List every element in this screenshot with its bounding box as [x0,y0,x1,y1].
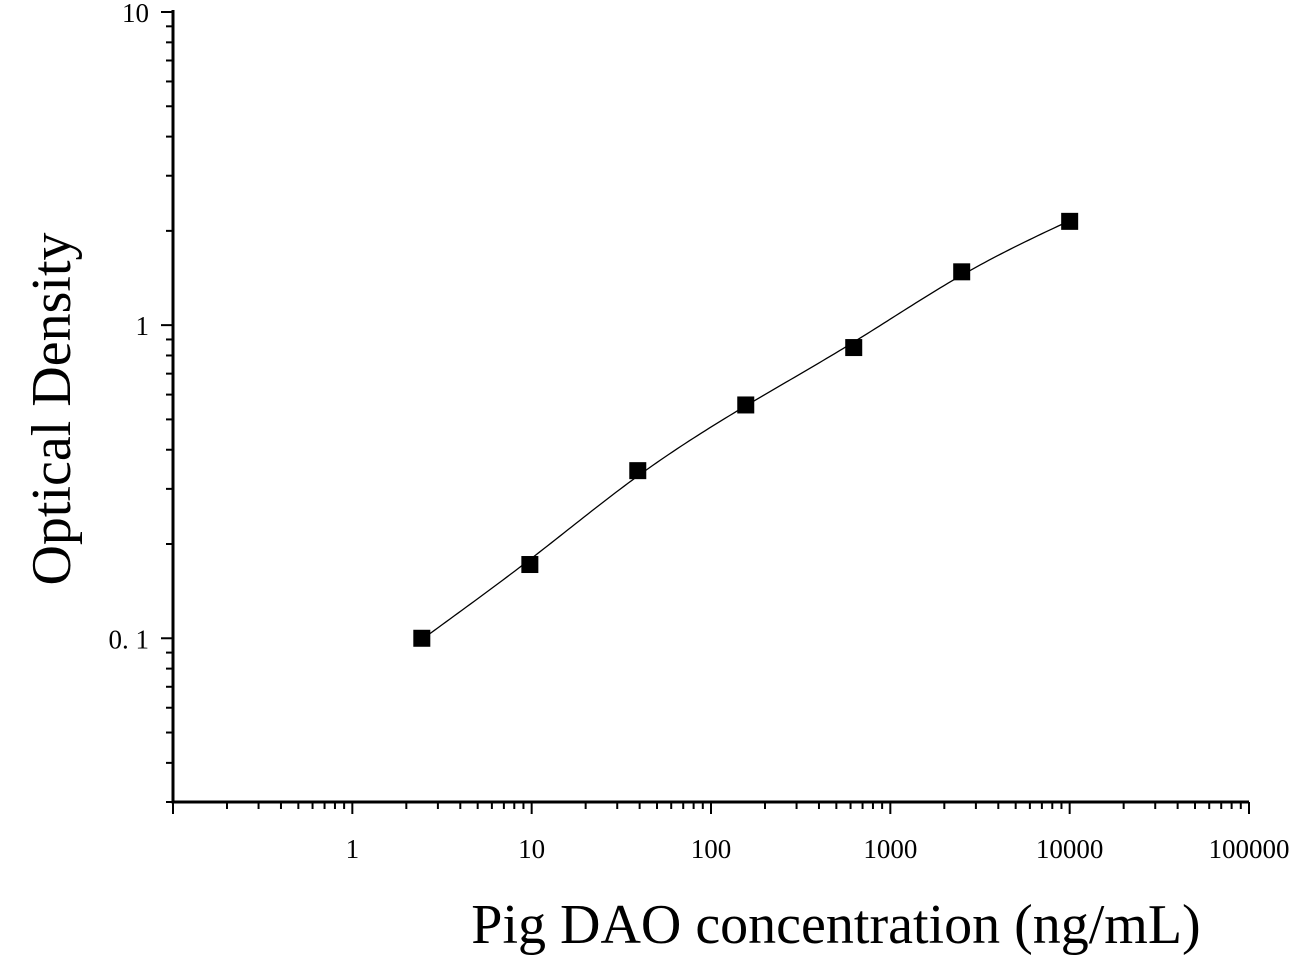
data-points [413,212,1079,647]
x-tick-label: 10 [518,834,545,864]
x-tick-label: 1 [346,834,360,864]
x-tick-label: 100000 [1209,834,1290,864]
axes [171,10,1249,804]
data-point [737,396,755,414]
y-tick-label: 1 [136,311,150,341]
data-point [629,462,647,480]
fit-curve-line [421,220,1070,641]
data-point [845,339,863,357]
x-tick-label: 1000 [863,834,917,864]
data-point [413,629,431,647]
data-point [1061,212,1079,230]
y-tick-label: 0. 1 [109,624,150,654]
x-tick-label: 100 [691,834,732,864]
x-tick-label: 10000 [1036,834,1104,864]
fit-curve-layer [421,220,1070,641]
x-ticks: 1 10 100 1000 10000 100000 [172,802,1290,864]
y-axis-title: Optical Density [21,232,83,585]
data-point [521,556,539,574]
x-axis-title: Pig DAO concentration (ng/mL) [471,894,1200,956]
y-ticks: 0. 1 1 10 [109,0,173,803]
y-tick-label: 10 [122,0,149,28]
data-point [953,263,971,281]
